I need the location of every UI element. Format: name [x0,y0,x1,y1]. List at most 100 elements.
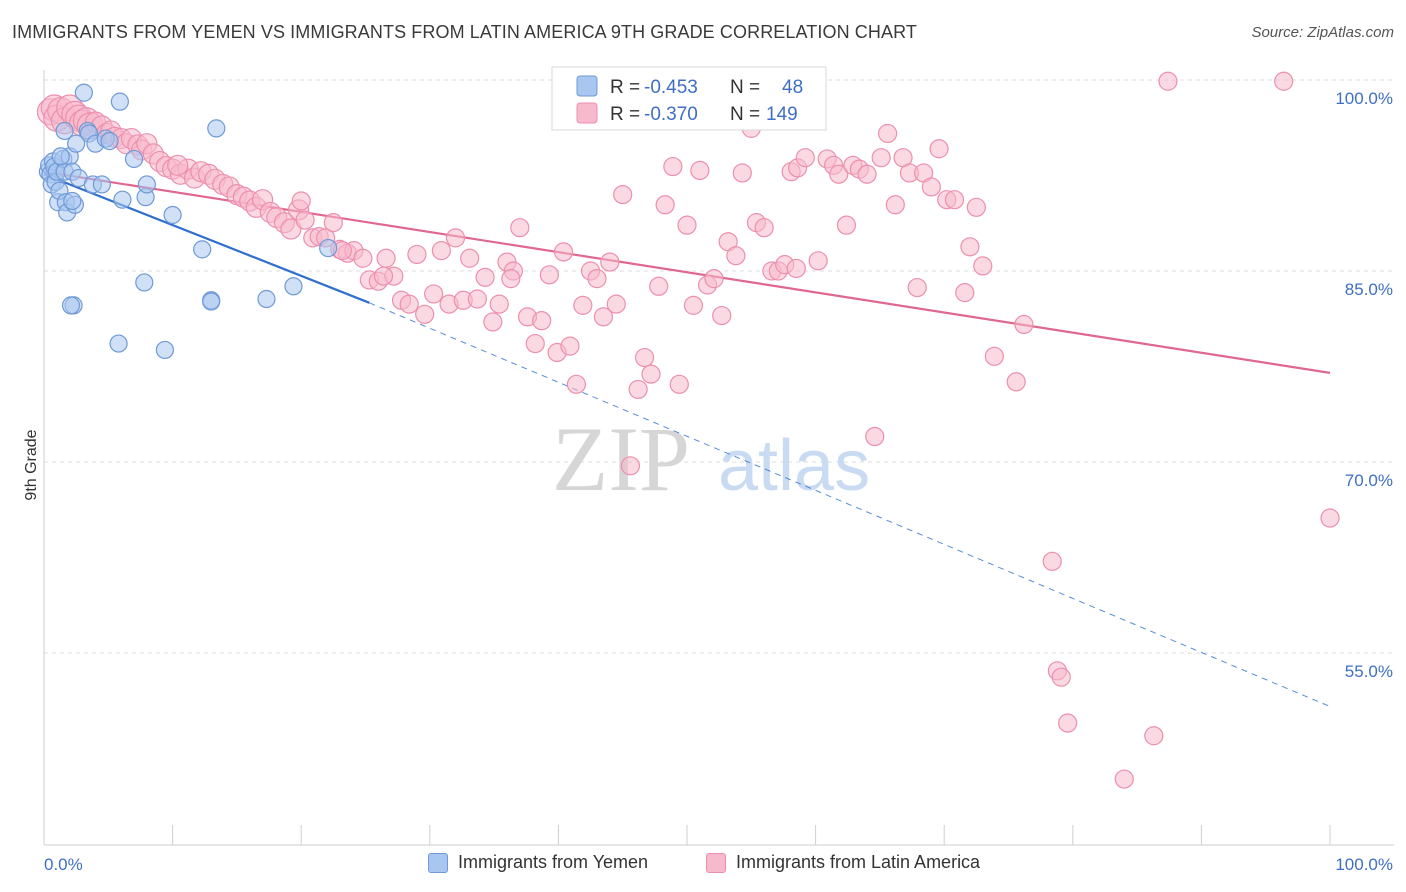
point-latam [683,295,704,315]
point-latam [573,295,593,315]
point-latam [634,347,655,368]
point-latam [489,294,509,314]
point-latam [1042,551,1062,571]
point-latam [593,307,614,327]
point-latam [921,177,941,197]
y-tick-label: 100.0% [1335,89,1393,108]
point-yemen [202,292,221,311]
trend-line-yemen-solid [43,173,370,304]
point-latam [857,164,877,184]
point-yemen [100,132,119,151]
point-latam [836,215,857,235]
legend-n-value-latam: 149 [766,104,798,125]
point-latam [280,218,302,240]
point-latam [475,267,495,287]
point-latam [984,346,1004,366]
point-latam [1006,372,1026,392]
point-latam [754,218,774,238]
chart-title: IMMIGRANTS FROM YEMEN VS IMMIGRANTS FROM… [12,22,917,42]
point-yemen [63,191,82,211]
legend-box [551,66,827,131]
point-yemen [319,238,338,258]
bottom-legend: Immigrants from Yemen Immigrants from La… [0,852,1406,878]
point-latam [525,333,545,354]
point-yemen [193,240,212,259]
point-latam [295,210,315,230]
point-yemen [257,289,276,309]
point-latam [712,305,732,326]
point-latam [501,269,521,289]
point-latam [532,311,552,331]
y-axis-label: 9th Grade [23,429,40,500]
point-latam [690,160,710,181]
point-latam [885,195,905,215]
watermark-atlas: atlas [718,426,870,506]
point-latam [878,123,898,144]
point-latam [424,284,444,304]
point-latam [1014,314,1034,335]
legend-item-latam: Immigrants from Latin America [706,852,980,873]
point-yemen [124,149,144,169]
point-latam [732,163,752,183]
point-yemen [110,92,129,111]
y-tick-label: 55.0% [1345,662,1393,681]
point-latam [566,374,587,394]
point-latam [663,156,683,177]
legend-swatch-yemen [576,75,598,97]
watermark-zip: ZIP [552,408,690,510]
y-tick-labels: 55.0% 70.0% 85.0% 100.0% [1335,89,1393,681]
point-yemen [163,205,182,225]
point-yemen [207,119,226,138]
point-latam [704,269,724,289]
legend-r-value-latam: -0.370 [644,104,698,125]
point-latam [167,154,189,176]
point-latam [399,294,419,314]
point-latam [829,164,849,184]
point-latam [431,241,451,261]
point-latam [649,276,669,296]
point-latam [1051,667,1071,687]
y-tick-label: 70.0% [1345,471,1393,490]
point-yemen [92,175,111,194]
point-latam [1144,726,1164,746]
axes [43,70,1394,846]
legend-swatch-yemen-bottom [428,852,448,873]
grid-lines [44,79,1394,654]
point-latam [560,336,580,356]
legend-r-value-yemen: -0.453 [644,77,698,98]
x-tick-label: 0.0% [44,855,83,874]
x-tick-label: 100.0% [1335,855,1393,874]
point-yemen [284,277,303,296]
legend-swatch-latam [576,102,598,124]
point-latam [641,364,661,384]
point-yemen [113,190,132,209]
point-latam [669,374,689,394]
point-latam [808,251,828,271]
point-latam [539,265,559,285]
point-latam [871,148,891,168]
point-latam [415,304,435,324]
point-latam [606,294,626,314]
trend-line-yemen [43,173,1331,707]
point-latam [726,246,746,266]
trend-line-yemen-dashed [369,302,1331,707]
watermark: ZIP atlas [552,408,870,510]
point-yemen [67,134,86,153]
point-latam [966,197,986,217]
point-latam [376,248,396,268]
point-yemen [55,121,74,141]
legend-n-label-yemen: N = [730,77,760,98]
point-latam [353,248,373,268]
legend-item-yemen: Immigrants from Yemen [428,852,648,873]
point-latam [1114,769,1134,789]
point-latam [291,191,311,211]
point-latam [944,190,965,210]
point-latam [628,379,648,400]
point-latam [1320,508,1340,528]
point-latam [960,237,980,257]
legend-n-label-latam: N = [730,104,760,125]
point-latam [600,252,620,272]
points-yemen [38,83,338,360]
point-latam [323,213,343,233]
